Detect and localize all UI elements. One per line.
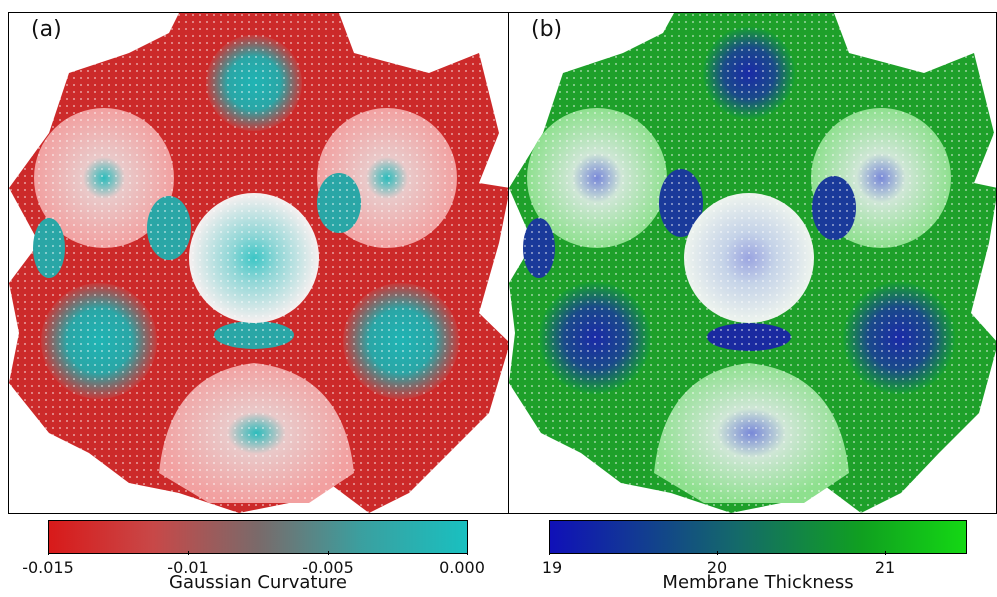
colorbar-tick-mark <box>467 551 468 555</box>
colorbar-tick-mark <box>48 551 49 555</box>
colorbar-tick-label: 19 <box>541 558 563 577</box>
colorbar-tick-mark <box>549 551 550 555</box>
colorbar-tick-label: 0.000 <box>439 558 485 577</box>
thickness-surface-render <box>509 13 996 513</box>
colorbar-tick-label: -0.005 <box>302 558 354 577</box>
panel-a-label: (a) <box>31 17 62 42</box>
colorbar-tick-label: 20 <box>706 558 728 577</box>
gaussian-curvature-panel: (a) <box>8 12 509 514</box>
gaussian-curvature-colorbar <box>48 520 468 554</box>
lipid-texture <box>509 13 996 513</box>
colorbar-tick-mark <box>188 551 189 555</box>
colorbar-tick-mark <box>328 551 329 555</box>
colorbar-title: Gaussian Curvature <box>169 572 347 593</box>
membrane-thickness-colorbar <box>549 520 967 554</box>
colorbar-tick-label: -0.015 <box>22 558 74 577</box>
colorbar-tick-label: -0.01 <box>167 558 209 577</box>
membrane-thickness-panel: (b) <box>508 12 997 514</box>
colorbar-tick-label: 21 <box>874 558 896 577</box>
colorbar-title: Membrane Thickness <box>662 572 854 593</box>
colorbar-tick-mark <box>717 551 718 555</box>
lipid-texture <box>9 13 508 513</box>
colorbar-tick-mark <box>885 551 886 555</box>
panel-b-label: (b) <box>531 17 563 42</box>
curvature-surface-render <box>9 13 508 513</box>
